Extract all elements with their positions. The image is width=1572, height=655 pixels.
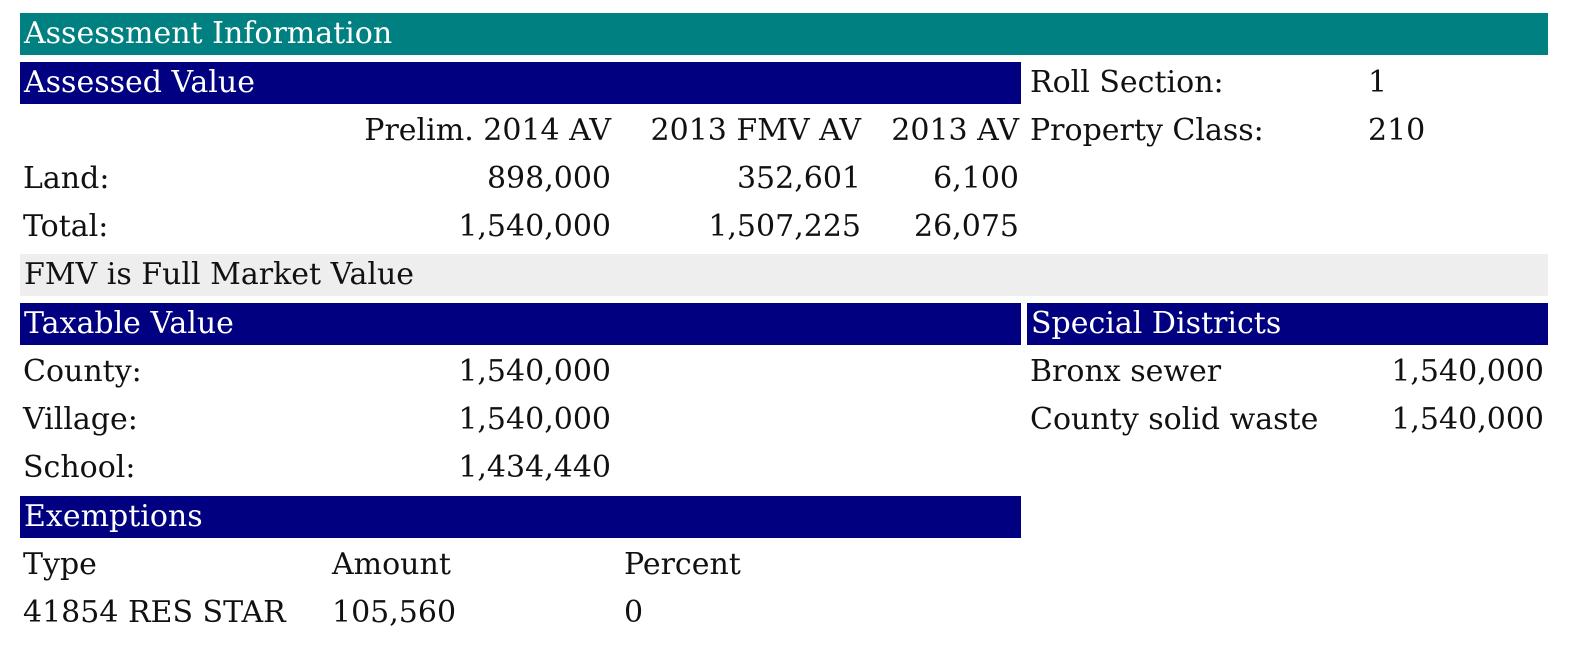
taxable-row-label: School:	[23, 450, 136, 485]
special-district-label: Bronx sewer	[1030, 354, 1222, 389]
assessed-column-header: 2013 FMV AV	[650, 113, 861, 148]
property-class-value: 210	[1368, 113, 1426, 148]
assessed-column-header: 2013 AV	[891, 113, 1019, 148]
fmv-note: FMV is Full Market Value	[20, 254, 1548, 296]
roll-section-label: Roll Section:	[1030, 65, 1224, 100]
assessed-cell: 26,075	[914, 209, 1019, 244]
special-district-label: County solid waste	[1030, 402, 1319, 437]
special-district-value: 1,540,000	[1391, 354, 1544, 389]
section-title: Assessment Information	[20, 13, 1548, 55]
exemption-percent: 0	[624, 595, 644, 630]
special-districts-header: Special Districts	[1027, 303, 1548, 345]
taxable-row-label: County:	[23, 354, 142, 389]
assessed-row-label: Land:	[23, 161, 110, 196]
roll-section-value: 1	[1368, 65, 1388, 100]
property-class-label: Property Class:	[1030, 113, 1264, 148]
taxable-row-label: Village:	[23, 402, 138, 437]
exemptions-column-header: Percent	[624, 547, 741, 582]
assessed-cell: 1,540,000	[458, 209, 611, 244]
taxable-value-header: Taxable Value	[20, 303, 1021, 345]
exemptions-header: Exemptions	[20, 496, 1021, 538]
exemption-amount: 105,560	[332, 595, 457, 630]
exemptions-column-header: Type	[23, 547, 97, 582]
assessed-row-label: Total:	[23, 209, 109, 244]
assessed-cell: 6,100	[933, 161, 1019, 196]
exemption-type: 41854 RES STAR	[23, 595, 286, 630]
assessed-value-header: Assessed Value	[20, 62, 1021, 104]
taxable-row-value: 1,540,000	[458, 354, 611, 389]
assessed-cell: 898,000	[486, 161, 611, 196]
taxable-row-value: 1,540,000	[458, 402, 611, 437]
exemptions-column-header: Amount	[332, 547, 451, 582]
assessed-column-header: Prelim. 2014 AV	[364, 113, 611, 148]
taxable-row-value: 1,434,440	[458, 450, 611, 485]
assessed-cell: 1,507,225	[708, 209, 861, 244]
assessed-cell: 352,601	[736, 161, 861, 196]
special-district-value: 1,540,000	[1391, 402, 1544, 437]
